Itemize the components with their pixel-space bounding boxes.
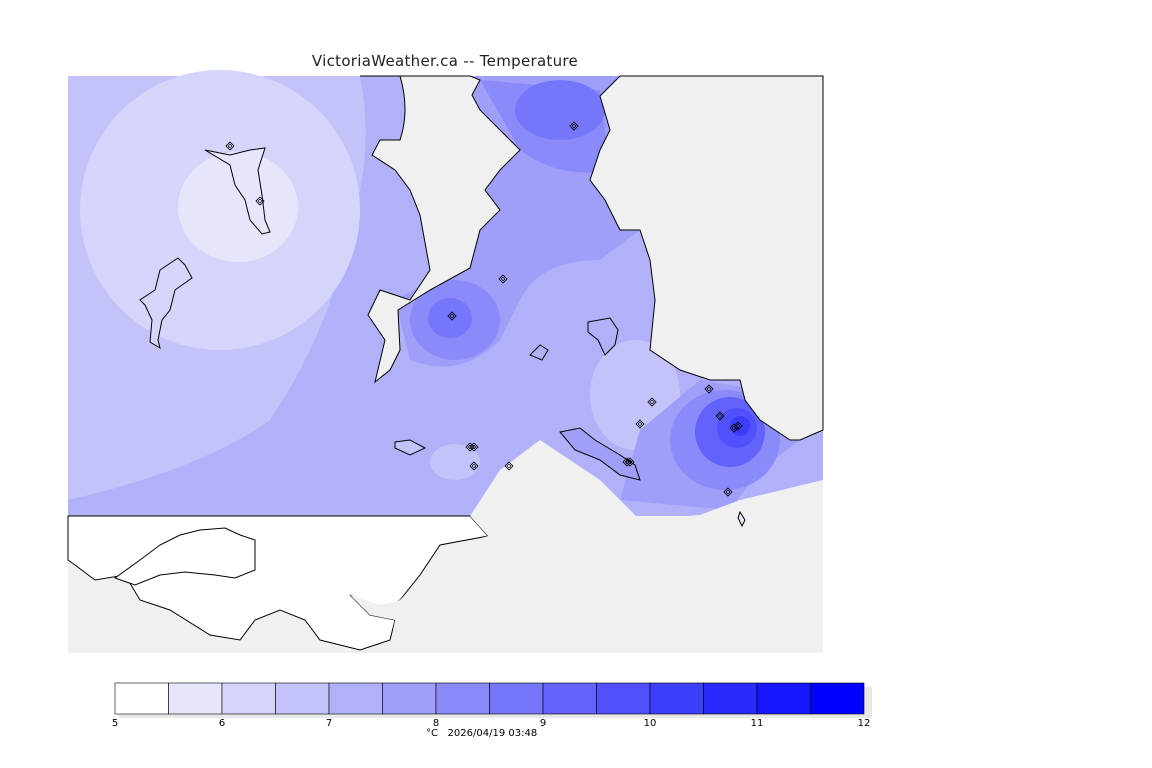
colorbar-swatch bbox=[328, 682, 383, 715]
station-marker[interactable] bbox=[498, 274, 508, 284]
colorbar-swatch bbox=[275, 682, 330, 715]
islands bbox=[139, 147, 746, 528]
colorbar-swatch bbox=[221, 682, 276, 715]
colorbar-tick-label: 8 bbox=[433, 718, 439, 729]
colorbar-swatch bbox=[542, 682, 597, 715]
station-marker[interactable] bbox=[622, 457, 632, 467]
timestamp-label: 2026/04/19 03:48 bbox=[447, 728, 538, 739]
colorbar-tick-label: 12 bbox=[858, 718, 871, 729]
colorbar-swatch bbox=[382, 682, 437, 715]
station-marker[interactable] bbox=[733, 421, 743, 431]
map-title: VictoriaWeather.ca -- Temperature bbox=[311, 52, 579, 70]
station-marker[interactable] bbox=[635, 419, 645, 429]
station-marker[interactable] bbox=[469, 442, 479, 452]
units-label: °C bbox=[426, 728, 438, 739]
station-marker[interactable] bbox=[723, 487, 733, 497]
colorbar-swatch bbox=[114, 682, 169, 715]
units-timestamp-label: °C 2026/04/19 03:48 bbox=[426, 728, 537, 739]
station-marker[interactable] bbox=[225, 141, 235, 151]
station-marker[interactable] bbox=[447, 311, 457, 321]
colorbar-tick-label: 9 bbox=[540, 718, 546, 729]
station-marker[interactable] bbox=[569, 121, 579, 131]
colorbar-swatch bbox=[810, 682, 865, 715]
colorbar-swatch bbox=[756, 682, 811, 715]
station-marker[interactable] bbox=[255, 196, 265, 206]
colorbar-tick-label: 11 bbox=[751, 718, 764, 729]
colorbar-swatch bbox=[649, 682, 704, 715]
south-shore bbox=[67, 515, 823, 653]
coastline-layer bbox=[360, 75, 824, 441]
colorbar-tick-label: 7 bbox=[326, 718, 332, 729]
colorbar-swatch bbox=[703, 682, 758, 715]
colorbar-tick-label: 5 bbox=[112, 718, 118, 729]
station-marker[interactable] bbox=[647, 397, 657, 407]
station-markers bbox=[225, 121, 743, 497]
station-marker[interactable] bbox=[715, 411, 725, 421]
colorbar-tick-label: 6 bbox=[219, 718, 225, 729]
station-marker[interactable] bbox=[469, 461, 479, 471]
colorbar-swatch bbox=[596, 682, 651, 715]
station-marker[interactable] bbox=[465, 442, 475, 452]
station-marker[interactable] bbox=[729, 423, 739, 433]
colorbar: 5 6 7 8 9 10 11 12 bbox=[112, 682, 872, 729]
colorbar-tick-label: 10 bbox=[644, 718, 657, 729]
station-marker[interactable] bbox=[704, 384, 714, 394]
colorbar-swatch bbox=[489, 682, 544, 715]
station-marker[interactable] bbox=[504, 461, 514, 471]
colorbar-swatch bbox=[435, 682, 490, 715]
colorbar-swatch bbox=[168, 682, 223, 715]
